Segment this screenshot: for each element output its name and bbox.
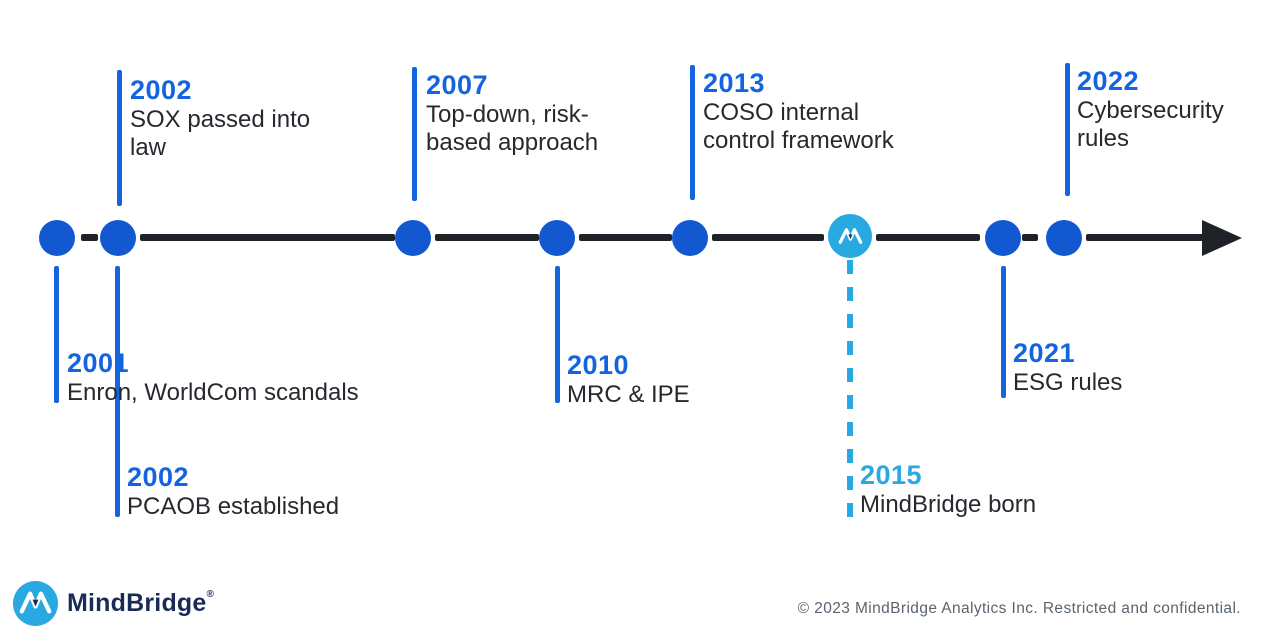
event-dot-2010 xyxy=(539,220,575,256)
axis-segment xyxy=(579,234,672,241)
event-stem-2021 xyxy=(1001,266,1006,398)
event-dot-2015-mindbridge xyxy=(828,214,872,258)
axis-segment xyxy=(876,234,980,241)
event-year: 2010 xyxy=(567,350,630,380)
event-dot-2021 xyxy=(985,220,1021,256)
axis-arrow-head-icon xyxy=(1202,220,1242,256)
event-description: COSO internal control framework xyxy=(703,99,894,154)
event-label-2022: 2022 Cybersecurity rules xyxy=(1077,65,1262,153)
event-stem-2007 xyxy=(412,67,417,201)
event-label-2010: 2010 MRC & IPE xyxy=(567,349,690,409)
axis-segment xyxy=(712,234,824,241)
event-label-2007: 2007 Top-down, risk-based approach xyxy=(426,69,631,157)
event-dot-2001 xyxy=(39,220,75,256)
event-year: 2021 xyxy=(1013,338,1076,368)
event-description: ESG rules xyxy=(1013,369,1123,396)
axis-segment xyxy=(435,234,539,241)
event-year: 2002 xyxy=(127,462,190,492)
copyright-notice: © 2023 MindBridge Analytics Inc. Restric… xyxy=(797,600,1241,617)
event-label-2021: 2021 ESG rules xyxy=(1013,337,1122,397)
event-label-2002-pcaob: 2002 PCAOB established xyxy=(127,461,339,521)
mindbridge-footer-logo: MindBridge® xyxy=(12,580,214,627)
event-description: SOX passed into law xyxy=(130,106,311,161)
event-stem-2010 xyxy=(555,266,560,403)
axis-dash-segment xyxy=(1022,234,1038,241)
event-description: Enron, WorldCom scandals xyxy=(67,379,359,406)
axis-arrow-shaft xyxy=(1086,234,1204,241)
event-label-2013: 2013 COSO internal control framework xyxy=(703,67,908,155)
event-stem-2013 xyxy=(690,65,695,200)
event-label-2001: 2001 Enron, WorldCom scandals xyxy=(67,347,359,407)
event-stem-2022 xyxy=(1065,63,1070,196)
event-stem-2001 xyxy=(54,266,59,403)
event-description: MRC & IPE xyxy=(567,381,690,408)
event-description: PCAOB established xyxy=(127,493,340,520)
event-year: 2013 xyxy=(703,68,766,98)
event-year: 2015 xyxy=(860,460,923,490)
axis-dash-segment xyxy=(81,234,98,241)
event-description: Cybersecurity rules xyxy=(1077,97,1224,152)
brand-name: MindBridge xyxy=(67,589,207,617)
event-stem-2002-sox xyxy=(117,70,122,206)
event-dot-2007 xyxy=(395,220,431,256)
brand-wordmark: MindBridge® xyxy=(67,589,214,618)
event-label-2002-sox: 2002 SOX passed into law xyxy=(130,74,325,162)
event-year: 2022 xyxy=(1077,66,1140,96)
event-dot-2022 xyxy=(1046,220,1082,256)
event-description: MindBridge born xyxy=(860,491,1037,518)
event-stem-2015-dashed xyxy=(847,260,853,522)
event-dot-2002 xyxy=(100,220,136,256)
mindbridge-logo-icon xyxy=(12,580,59,627)
axis-segment xyxy=(140,234,395,241)
event-description: Top-down, risk-based approach xyxy=(426,101,599,156)
event-label-2015-mindbridge: 2015 MindBridge born xyxy=(860,459,1036,519)
event-year: 2007 xyxy=(426,70,489,100)
mindbridge-logo-icon xyxy=(838,228,863,244)
event-year: 2002 xyxy=(130,75,193,105)
event-stem-2002-pcaob xyxy=(115,266,120,517)
event-dot-2013 xyxy=(672,220,708,256)
event-year: 2001 xyxy=(67,348,130,378)
registered-trademark-symbol: ® xyxy=(206,589,215,600)
